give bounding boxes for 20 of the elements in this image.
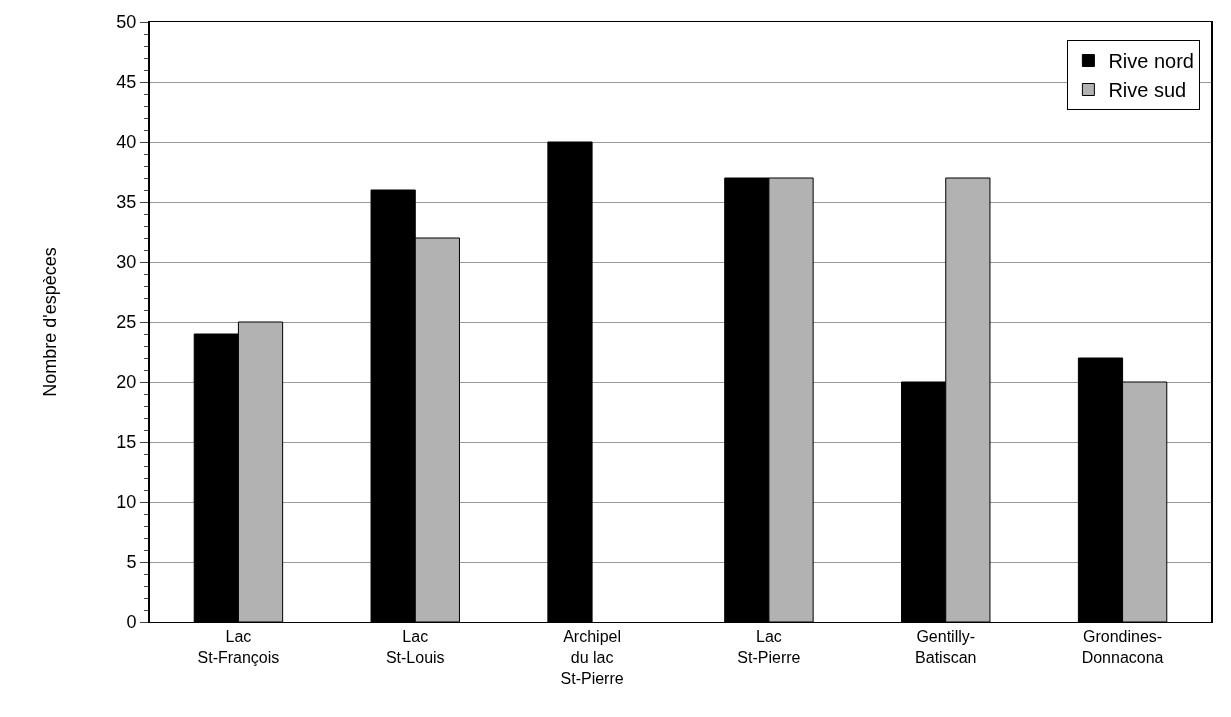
x-tick-label: Lac St-Pierre [737, 628, 801, 666]
y-tick-label: 50 [116, 12, 137, 33]
y-tick-label: 30 [116, 252, 137, 273]
x-tick-label: Lac St-Louis [385, 628, 445, 666]
y-tick-label: 35 [116, 192, 137, 213]
x-tick-label: Archipel du lac St-Pierre [560, 628, 624, 687]
y-tick-label: 20 [116, 372, 137, 393]
y-axis-title: Nombre d'espèces [40, 247, 61, 397]
legend-label: Rive nord [1108, 50, 1194, 73]
y-tick-label: 45 [116, 72, 137, 93]
x-tick-label: Lac St-François [197, 628, 280, 666]
x-tick-label: Gentilly- Batiscan [915, 628, 977, 666]
y-tick-label: 5 [126, 552, 137, 573]
y-tick-label: 40 [116, 132, 137, 153]
x-tick-label: Grondines- Donnacona [1081, 628, 1164, 666]
legend-label: Rive sud [1108, 79, 1187, 102]
y-tick-label: 10 [116, 492, 137, 513]
y-tick-label: 25 [116, 312, 137, 333]
y-tick-label: 15 [116, 432, 137, 453]
y-tick-label: 0 [126, 612, 137, 633]
